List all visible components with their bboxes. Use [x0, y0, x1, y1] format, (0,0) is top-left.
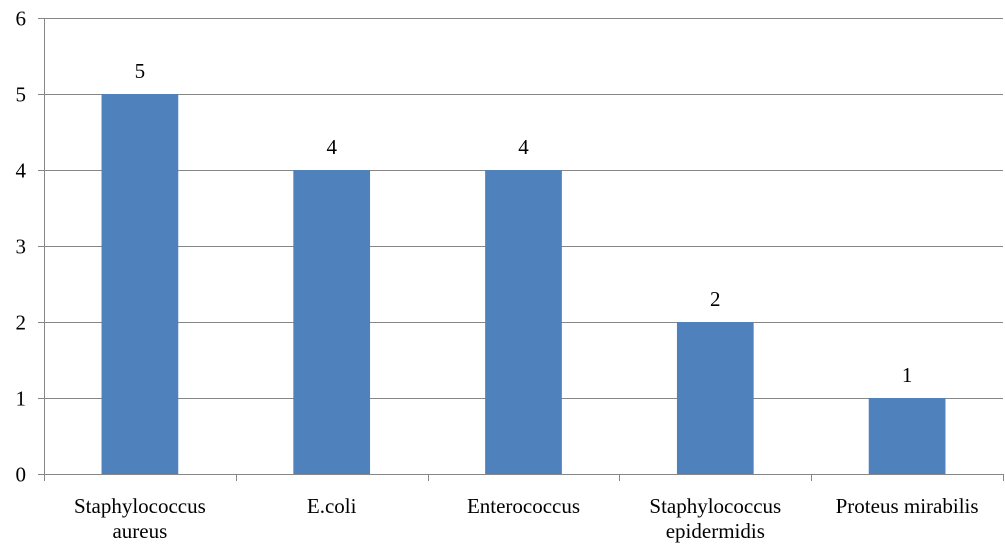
x-tick-label: Proteus mirabilis — [836, 494, 979, 518]
y-tick-label: 6 — [16, 7, 27, 31]
x-tick-label: Staphylococcus — [649, 494, 781, 518]
y-tick-label: 5 — [16, 83, 27, 107]
x-tick-label: epidermidis — [666, 519, 765, 543]
bar — [868, 398, 946, 474]
y-tick-label: 3 — [16, 235, 27, 259]
bar — [101, 94, 179, 474]
data-label: 4 — [326, 135, 337, 159]
data-label: 2 — [710, 287, 721, 311]
bar — [485, 170, 562, 474]
y-tick-label: 2 — [16, 311, 27, 335]
data-label: 1 — [902, 363, 913, 387]
x-tick-label: E.coli — [307, 494, 357, 518]
bars — [101, 94, 946, 474]
bar — [676, 322, 754, 474]
x-tick-label: Staphylococcus — [74, 494, 206, 518]
data-label: 5 — [135, 59, 146, 83]
labels: 01234565Staphylococcusaureus4E.coli4Ente… — [16, 7, 979, 544]
axes — [38, 18, 1004, 481]
x-tick-label: aureus — [112, 519, 167, 543]
data-label: 4 — [518, 135, 529, 159]
y-tick-label: 1 — [16, 387, 27, 411]
bar — [293, 170, 371, 474]
y-tick-label: 4 — [16, 159, 27, 183]
y-tick-label: 0 — [16, 463, 27, 487]
x-tick-label: Enterococcus — [467, 494, 580, 518]
